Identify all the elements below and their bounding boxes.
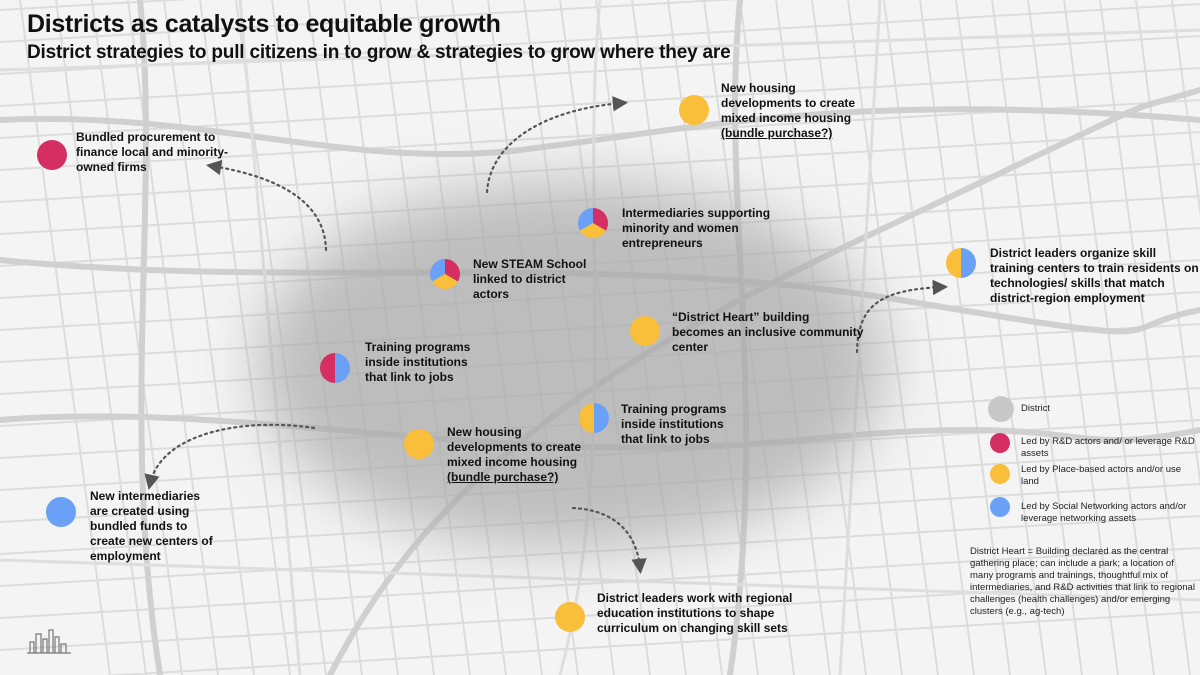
legend-place-label: Led by Place-based actors and/or use land xyxy=(1021,464,1181,488)
strategy-label-line: developments to create xyxy=(721,96,856,110)
strategy-marker-icon xyxy=(320,353,350,383)
district-zone xyxy=(257,180,887,550)
legend-label-line: assets xyxy=(1021,448,1049,459)
strategy-label: New housing developments to create mixed i… xyxy=(447,425,581,485)
arrow-to-regional-education xyxy=(571,506,647,575)
legend-rd-icon xyxy=(990,433,1010,453)
strategy-label: District leaders work with regional educa… xyxy=(597,591,792,636)
strategy-label-line: (bundle purchase?) xyxy=(447,470,559,484)
note-line: District Heart = Building declared as th… xyxy=(970,546,1169,557)
page-title: Districts as catalysts to equitable grow… xyxy=(27,10,501,38)
strategy-label-line: entrepreneurs xyxy=(622,236,703,250)
strategy-label: New STEAM School linked to district actors xyxy=(473,257,586,302)
strategy-label-line: developments to create xyxy=(447,440,582,454)
strategy-label-line: training centers to train residents on xyxy=(990,261,1199,275)
strategy-marker-icon xyxy=(946,248,976,278)
strategy-label-line: New intermediaries xyxy=(90,489,201,503)
strategy-label-line: finance local and minority- xyxy=(76,145,229,159)
strategy-label-line: that link to jobs xyxy=(621,432,710,446)
legend-district-icon xyxy=(988,396,1014,422)
strategy-label: Training programs inside institutions that… xyxy=(365,340,470,385)
strategy-label: New housing developments to create mixed i… xyxy=(721,81,855,141)
strategy-label-line: inside institutions xyxy=(365,355,468,369)
note-line: many programs and trainings, thoughtful … xyxy=(970,570,1169,581)
strategy-label-line: minority and women xyxy=(622,221,739,235)
strategy-label-line: are created using xyxy=(90,504,190,518)
strategy-label-line: Training programs xyxy=(365,340,471,354)
note-line: clusters (e.g., ag-tech) xyxy=(970,606,1065,617)
page-subtitle: District strategies to pull citizens in … xyxy=(27,42,731,63)
legend-social-icon xyxy=(990,497,1010,517)
legend-label-line: Led by Place-based actors and/or use xyxy=(1021,464,1182,475)
legend-label-line: Led by Social Networking actors and/or xyxy=(1021,501,1187,512)
arrow-to-procurement xyxy=(205,159,328,252)
strategy-label-line: Bundled procurement to xyxy=(76,130,216,144)
note-line: intermediaries, and R&D activities that … xyxy=(970,582,1195,593)
strategy-label-line: Intermediaries supporting xyxy=(622,206,771,220)
strategy-label: New intermediaries are created using bundl… xyxy=(90,489,213,564)
legend-label-line: land xyxy=(1021,476,1039,487)
legend-rd-label: Led by R&D actors and/ or leverage R&D as… xyxy=(1021,436,1195,460)
strategy-marker-icon xyxy=(37,140,67,170)
strategy-label-line: New housing xyxy=(447,425,522,439)
note-line: challenges (health challenges) and/or em… xyxy=(970,594,1171,605)
strategy-label: District leaders organize skill training … xyxy=(990,246,1199,306)
strategy-label-line: District leaders organize skill xyxy=(990,246,1157,260)
strategy-marker-icon xyxy=(679,95,709,125)
strategy-label-line: mixed income housing xyxy=(721,111,852,125)
strategy-label-line: Training programs xyxy=(621,402,727,416)
strategy-marker-icon xyxy=(630,316,660,346)
strategy-label-line: mixed income housing xyxy=(447,455,578,469)
strategy-label-line: becomes an inclusive community xyxy=(672,325,864,339)
strategy-marker-icon xyxy=(579,403,609,433)
strategy-label: “District Heart” building becomes an incl… xyxy=(672,310,863,355)
strategy-label-line: technologies/ skills that match xyxy=(990,276,1165,290)
strategy-label-line: that link to jobs xyxy=(365,370,454,384)
strategy-label-line: education institutions to shape xyxy=(597,606,775,620)
strategy-label-line: District leaders work with regional xyxy=(597,591,793,605)
strategy-label: Intermediaries supporting minority and wo… xyxy=(622,206,770,251)
note-line: gathering place; can include a park; a l… xyxy=(970,558,1174,569)
legend-label-line: leverage networking assets xyxy=(1021,513,1137,524)
strategy-label-line: New housing xyxy=(721,81,796,95)
strategy-label-line: New STEAM School xyxy=(473,257,587,271)
strategy-label-line: bundled funds to xyxy=(90,519,188,533)
strategy-marker-icon xyxy=(404,429,434,459)
strategy-label-line: create new centers of xyxy=(90,534,213,548)
arrow-to-housing-top xyxy=(485,96,629,194)
city-skyline-icon xyxy=(27,629,71,654)
strategy-marker-icon xyxy=(578,208,608,238)
strategy-marker-icon xyxy=(430,259,460,289)
legend-place-icon xyxy=(990,464,1010,484)
legend-label-line: District xyxy=(1021,403,1051,414)
strategy-label-line: actors xyxy=(473,287,510,301)
strategy-marker-icon xyxy=(46,497,76,527)
legend-label-line: Led by R&D actors and/ or leverage R&D xyxy=(1021,436,1195,447)
strategy-label-line: curriculum on changing skill sets xyxy=(597,621,788,635)
strategy-label-line: employment xyxy=(90,549,161,563)
strategy-marker-icon xyxy=(555,602,585,632)
legend-district-label: District xyxy=(1021,403,1050,415)
strategy-label: Bundled procurement to finance local and … xyxy=(76,130,228,175)
strategy-label-line: center xyxy=(672,340,709,354)
strategy-label-line: “District Heart” building xyxy=(672,310,810,324)
strategy-label-line: district-region employment xyxy=(990,291,1145,305)
district-heart-note: District Heart = Building declared as th… xyxy=(970,546,1195,618)
strategy-label-line: inside institutions xyxy=(621,417,724,431)
strategy-label-line: linked to district xyxy=(473,272,566,286)
strategy-label-line: owned firms xyxy=(76,160,147,174)
arrow-to-skill-centers xyxy=(855,279,949,354)
strategy-label-line: (bundle purchase?) xyxy=(721,126,833,140)
strategy-label: Training programs inside institutions that… xyxy=(621,402,726,447)
arrow-to-new-intermediaries xyxy=(144,423,316,491)
legend-social-label: Led by Social Networking actors and/or le… xyxy=(1021,501,1186,525)
